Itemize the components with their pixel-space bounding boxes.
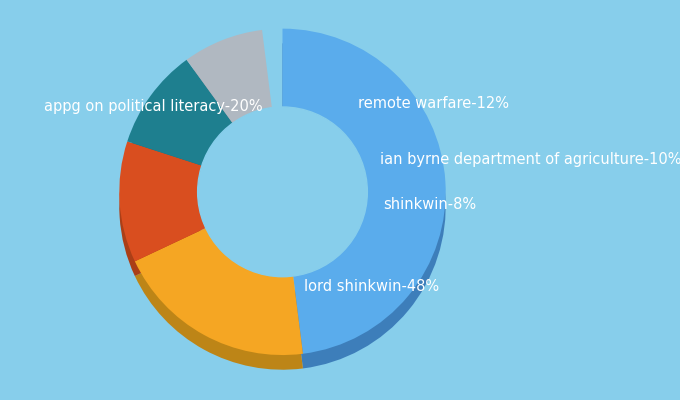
Text: ian byrne department of agriculture-10%: ian byrne department of agriculture-10% [380, 152, 680, 167]
Wedge shape [282, 43, 445, 368]
Text: remote warfare-12%: remote warfare-12% [358, 96, 509, 111]
Wedge shape [119, 156, 206, 276]
Wedge shape [135, 243, 303, 370]
Wedge shape [135, 228, 303, 355]
Wedge shape [119, 142, 206, 261]
Wedge shape [186, 30, 272, 123]
Wedge shape [282, 29, 445, 354]
Wedge shape [127, 60, 233, 166]
Text: shinkwin-8%: shinkwin-8% [384, 197, 477, 212]
Wedge shape [186, 45, 272, 138]
Wedge shape [127, 74, 233, 180]
Text: lord shinkwin-48%: lord shinkwin-48% [304, 279, 439, 294]
Circle shape [198, 107, 367, 277]
Text: appg on political literacy-20%: appg on political literacy-20% [44, 100, 263, 114]
Circle shape [198, 122, 367, 291]
